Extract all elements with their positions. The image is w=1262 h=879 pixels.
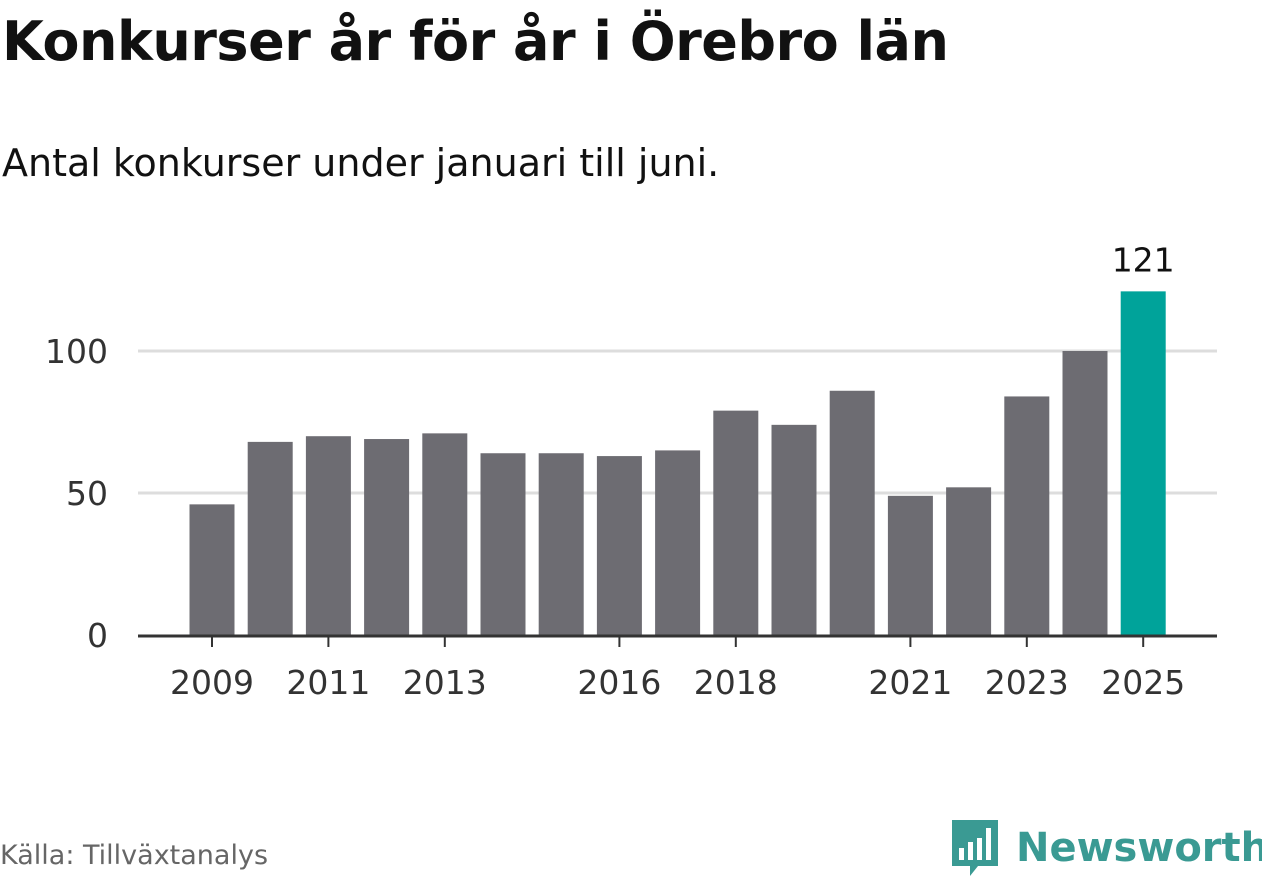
- chart-title: Konkurser år för år i Örebro län: [2, 10, 949, 73]
- x-tick-label-2009: 2009: [170, 663, 254, 702]
- y-tick-label-50: 50: [66, 474, 108, 513]
- bar-2013: [422, 433, 468, 635]
- bar-2021: [887, 495, 933, 635]
- brand-name: Newsworthy: [1016, 825, 1262, 871]
- x-tick-label-2023: 2023: [985, 663, 1069, 702]
- x-tick-label-2021: 2021: [868, 663, 952, 702]
- bar-2020: [829, 390, 875, 635]
- source-note: Källa: Tillväxtanalys: [0, 840, 269, 871]
- bar-2011: [305, 436, 351, 635]
- bar-2015: [538, 453, 584, 635]
- bar-2017: [655, 450, 701, 635]
- newsworthy-logo-icon: [952, 820, 998, 876]
- brand-logo: Newsworthy: [950, 818, 1262, 878]
- y-tick-label-0: 0: [87, 616, 108, 655]
- x-tick-label-2025: 2025: [1101, 663, 1185, 702]
- bar-2022: [946, 487, 992, 635]
- bar-2016: [596, 456, 642, 635]
- bar-2014: [480, 453, 526, 635]
- data-labels: 121: [1112, 240, 1175, 279]
- y-tick-label-100: 100: [45, 332, 108, 371]
- bar-2018: [713, 410, 759, 635]
- chart-subtitle: Antal konkurser under januari till juni.: [2, 141, 720, 185]
- y-axis-ticks: 0 50 100: [45, 332, 108, 655]
- bar-2019: [771, 424, 817, 635]
- data-label-2025: 121: [1112, 240, 1175, 279]
- x-tick-label-2011: 2011: [286, 663, 370, 702]
- bar-2010: [247, 441, 293, 635]
- bar-2012: [364, 439, 410, 635]
- bar-2024: [1062, 351, 1108, 635]
- x-tick-label-2016: 2016: [577, 663, 661, 702]
- bars: [189, 291, 1166, 635]
- x-axis-ticks: 2009 2011 2013 2016 2018 2021 2023 2025: [170, 636, 1185, 702]
- x-tick-label-2018: 2018: [694, 663, 778, 702]
- bar-2023: [1004, 396, 1050, 635]
- bar-2009: [189, 504, 235, 635]
- x-tick-label-2013: 2013: [403, 663, 487, 702]
- bar-2025: [1120, 291, 1166, 635]
